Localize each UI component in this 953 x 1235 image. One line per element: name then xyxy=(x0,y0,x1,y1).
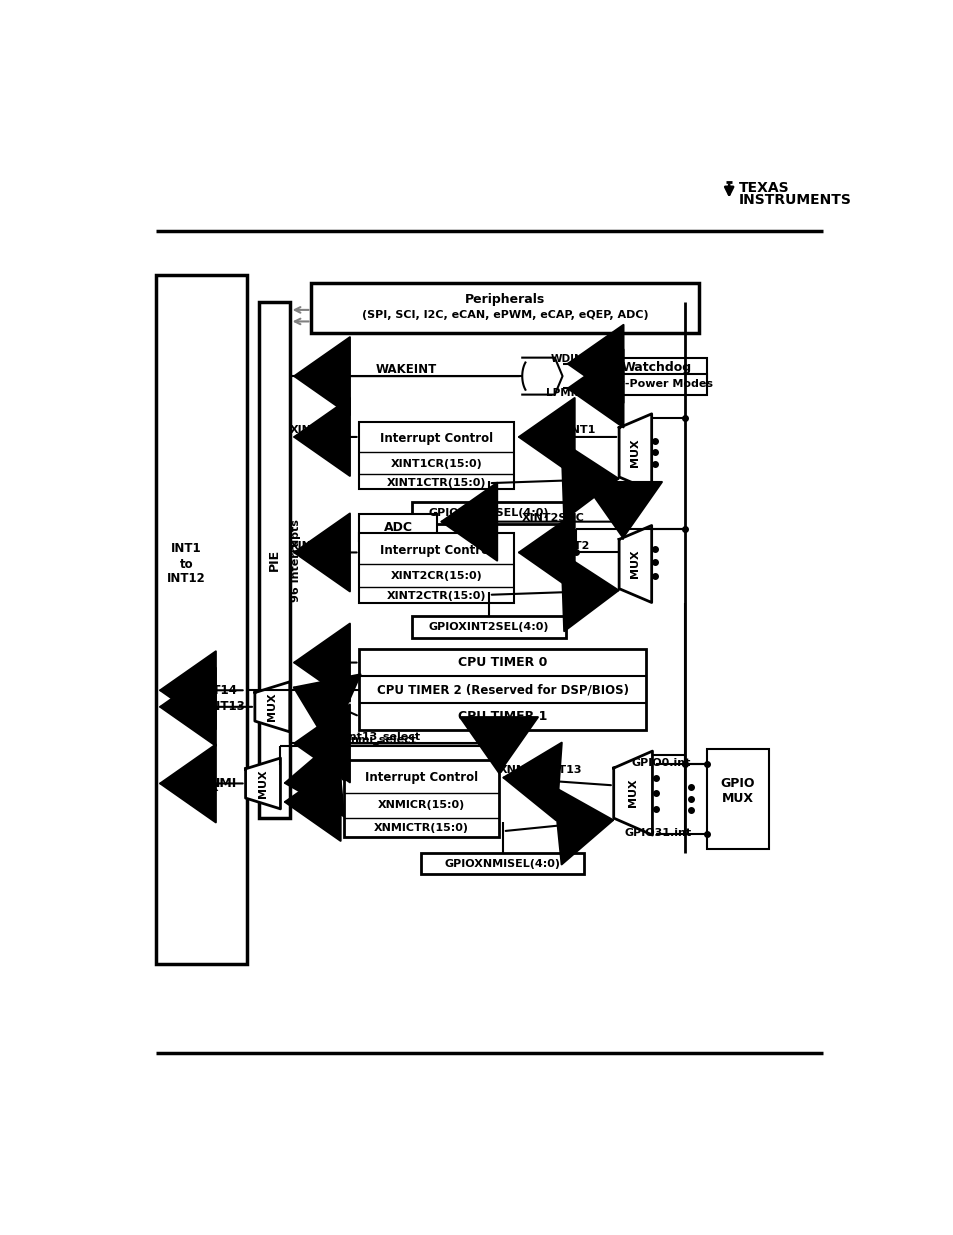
Text: Peripherals: Peripherals xyxy=(464,294,545,306)
Text: GPIO
MUX: GPIO MUX xyxy=(720,777,754,805)
Text: MUX: MUX xyxy=(630,438,639,467)
Text: INT13: INT13 xyxy=(207,700,245,714)
Text: WAKEINT: WAKEINT xyxy=(375,363,436,377)
Text: XINT2CTR(15:0): XINT2CTR(15:0) xyxy=(387,592,486,601)
Bar xyxy=(605,358,706,378)
Polygon shape xyxy=(254,682,290,732)
Text: Low-Power Modes: Low-Power Modes xyxy=(599,379,712,389)
Text: NMI: NMI xyxy=(210,777,236,790)
Text: INT14: INT14 xyxy=(199,684,237,697)
Bar xyxy=(359,421,514,489)
Text: ADC: ADC xyxy=(383,521,413,534)
Text: MUX: MUX xyxy=(258,769,268,798)
Text: XINT2CR(15:0): XINT2CR(15:0) xyxy=(391,571,482,580)
Polygon shape xyxy=(521,358,562,395)
Text: INSTRUMENTS: INSTRUMENTS xyxy=(739,193,851,206)
Text: XNMICR(15:0): XNMICR(15:0) xyxy=(377,800,465,810)
Text: GPIOXINT1SEL(4:0): GPIOXINT1SEL(4:0) xyxy=(428,508,549,519)
Text: 96 Interrupts: 96 Interrupts xyxy=(291,519,300,601)
Text: (SPI, SCI, I2C, eCAN, ePWM, eCAP, eQEP, ADC): (SPI, SCI, I2C, eCAN, ePWM, eCAP, eQEP, … xyxy=(361,310,648,320)
Polygon shape xyxy=(245,758,280,809)
Text: XINT1CR(15:0): XINT1CR(15:0) xyxy=(391,459,482,469)
Polygon shape xyxy=(618,414,651,490)
Text: Interrupt Control: Interrupt Control xyxy=(380,432,493,445)
Text: XNMICTR(15:0): XNMICTR(15:0) xyxy=(374,823,469,834)
Text: XINT2SOC: XINT2SOC xyxy=(521,513,583,522)
Text: XINT1: XINT1 xyxy=(558,425,596,435)
Text: CPU TIMER 0: CPU TIMER 0 xyxy=(457,656,547,669)
Bar xyxy=(311,283,699,333)
Text: PIE: PIE xyxy=(268,550,280,572)
Text: INT1
to
INT12: INT1 to INT12 xyxy=(167,542,206,585)
Text: nmi_select: nmi_select xyxy=(350,735,416,745)
Text: TINT0: TINT0 xyxy=(315,657,352,668)
Bar xyxy=(412,503,565,524)
Text: Watchdog: Watchdog xyxy=(620,361,691,374)
Bar xyxy=(359,650,645,730)
Text: XINT2: XINT2 xyxy=(290,541,327,551)
Polygon shape xyxy=(618,526,651,603)
Text: XNMI_XINT13: XNMI_XINT13 xyxy=(498,766,582,776)
Bar xyxy=(258,303,290,818)
Text: GPIO0.int: GPIO0.int xyxy=(631,757,691,768)
Bar xyxy=(605,374,706,395)
Text: GPIOXNMISEL(4:0): GPIOXNMISEL(4:0) xyxy=(444,858,560,868)
Bar xyxy=(359,514,436,541)
Text: GPIOXINT2SEL(4:0): GPIOXINT2SEL(4:0) xyxy=(428,622,549,632)
Bar xyxy=(344,761,498,837)
Bar xyxy=(359,534,514,603)
Text: XINT1CTR(15:0): XINT1CTR(15:0) xyxy=(387,478,486,488)
Text: 1: 1 xyxy=(294,798,303,810)
Text: int13_select: int13_select xyxy=(345,731,420,741)
Bar xyxy=(706,748,768,848)
Text: WDINT: WDINT xyxy=(550,354,590,364)
Text: TEXAS: TEXAS xyxy=(739,182,789,195)
Text: Interrupt Control: Interrupt Control xyxy=(365,771,477,784)
Text: CPU TIMER 2 (Reserved for DSP/BIOS): CPU TIMER 2 (Reserved for DSP/BIOS) xyxy=(376,684,628,697)
Text: LPMINT: LPMINT xyxy=(545,388,590,398)
Bar xyxy=(155,275,247,965)
Text: Interrupt Control: Interrupt Control xyxy=(380,543,493,557)
Text: GPIO31.int: GPIO31.int xyxy=(623,829,691,839)
Text: CPU TIMER 1: CPU TIMER 1 xyxy=(457,710,547,722)
Bar xyxy=(421,852,583,874)
Bar xyxy=(412,616,565,638)
Text: C28x
CPU: C28x CPU xyxy=(184,781,218,809)
Polygon shape xyxy=(613,751,652,835)
Text: XINT1: XINT1 xyxy=(290,425,327,435)
Text: MUX: MUX xyxy=(627,779,638,808)
Text: MUX: MUX xyxy=(630,550,639,578)
Text: TINT1: TINT1 xyxy=(314,711,352,721)
Text: TINT2: TINT2 xyxy=(314,685,352,695)
Text: MUX: MUX xyxy=(267,693,276,721)
Text: XINT2: XINT2 xyxy=(552,541,589,551)
